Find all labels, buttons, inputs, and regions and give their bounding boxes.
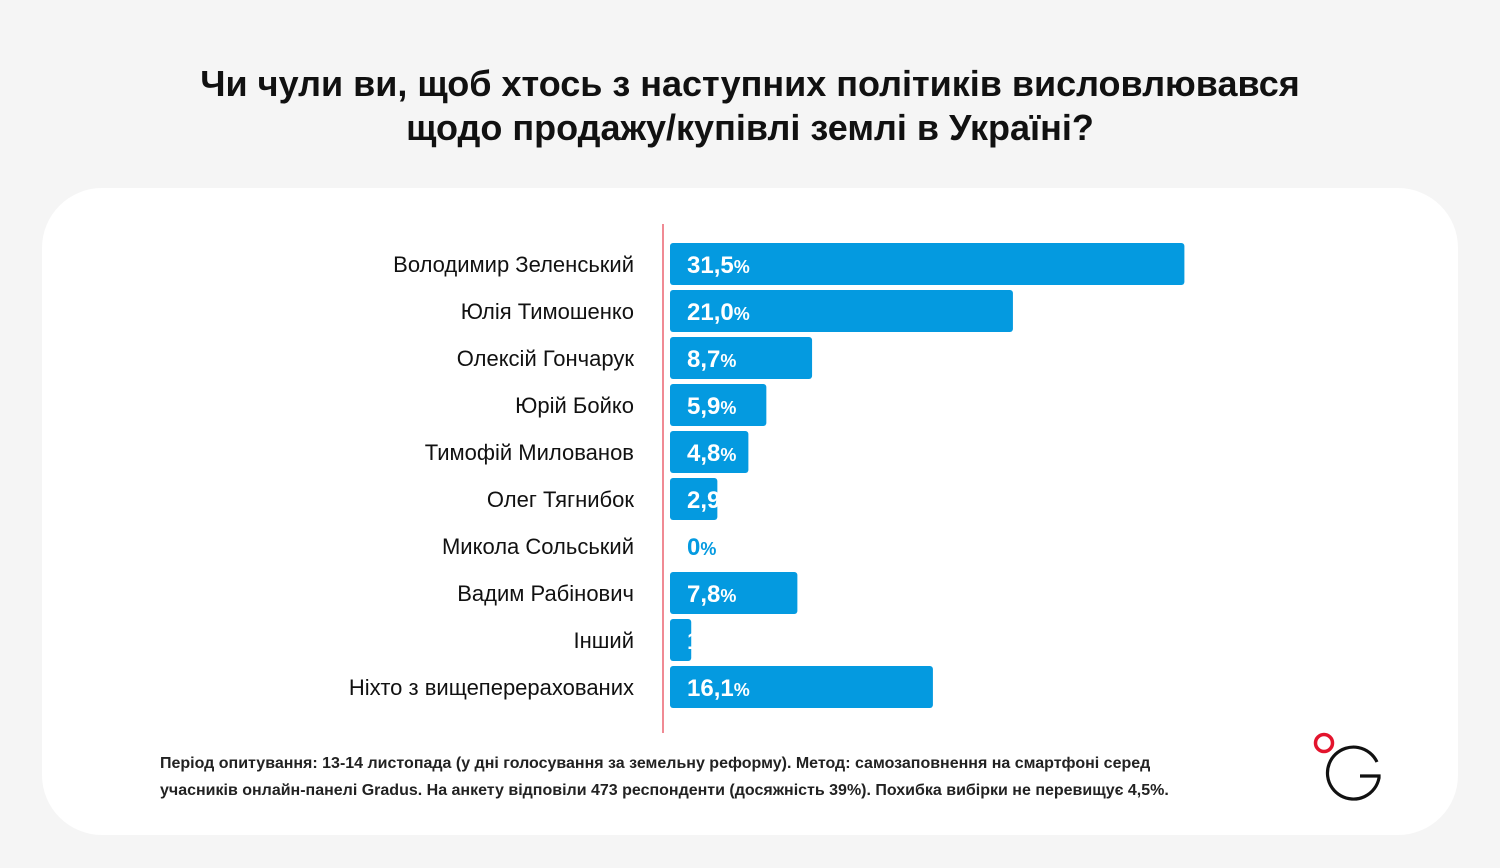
category-label: Володимир Зеленський xyxy=(393,252,634,277)
category-label: Юлія Тимошенко xyxy=(461,299,634,324)
logo-g-letter xyxy=(1325,745,1381,801)
bar xyxy=(670,290,1013,332)
value-label: 8,7% xyxy=(687,346,736,373)
value-label: 4,8% xyxy=(687,440,736,467)
value-label: 7,8% xyxy=(687,581,736,608)
footnote-line-1: Період опитування: 13-14 листопада (у дн… xyxy=(160,755,1151,772)
bar xyxy=(670,384,767,426)
bar xyxy=(670,337,813,379)
bar xyxy=(670,572,798,614)
category-label: Олег Тягнибок xyxy=(487,487,634,512)
chart-title-line-1: Чи чули ви, щоб хтось з наступних політи… xyxy=(200,63,1300,104)
category-label: Тимофій Милованов xyxy=(425,440,634,465)
bar xyxy=(670,431,749,473)
footnote-line-2: учасників онлайн-панелі Gradus. На анкет… xyxy=(160,782,1169,799)
value-label: 2,9% xyxy=(687,487,736,514)
footnote: Період опитування: 13-14 листопада (у дн… xyxy=(160,750,1300,804)
bar xyxy=(670,243,1185,285)
category-label: Юрій Бойко xyxy=(515,393,634,418)
chart-title-line-2: щодо продажу/купівлі землі в Україні? xyxy=(406,107,1094,148)
value-label: 5,9% xyxy=(687,393,736,420)
bar xyxy=(670,619,692,661)
category-label: Микола Сольський xyxy=(442,534,634,559)
value-label: 1,3% xyxy=(687,628,736,655)
value-label: 21,0% xyxy=(687,299,750,326)
gradus-logo-icon xyxy=(1313,732,1381,801)
category-label: Вадим Рабінович xyxy=(457,581,634,606)
value-label: 16,1% xyxy=(687,675,750,702)
category-label: Інший xyxy=(574,628,635,653)
value-label: 31,5% xyxy=(687,252,750,279)
bar xyxy=(670,666,933,708)
logo-red-ring xyxy=(1313,732,1335,754)
value-label: 0% xyxy=(687,534,716,561)
category-label: Ніхто з вищеперерахованих xyxy=(349,675,634,700)
bar xyxy=(670,478,718,520)
category-label: Олексій Гончарук xyxy=(457,346,635,371)
chart-title: Чи чули ви, щоб хтось з наступних політи… xyxy=(0,62,1500,150)
